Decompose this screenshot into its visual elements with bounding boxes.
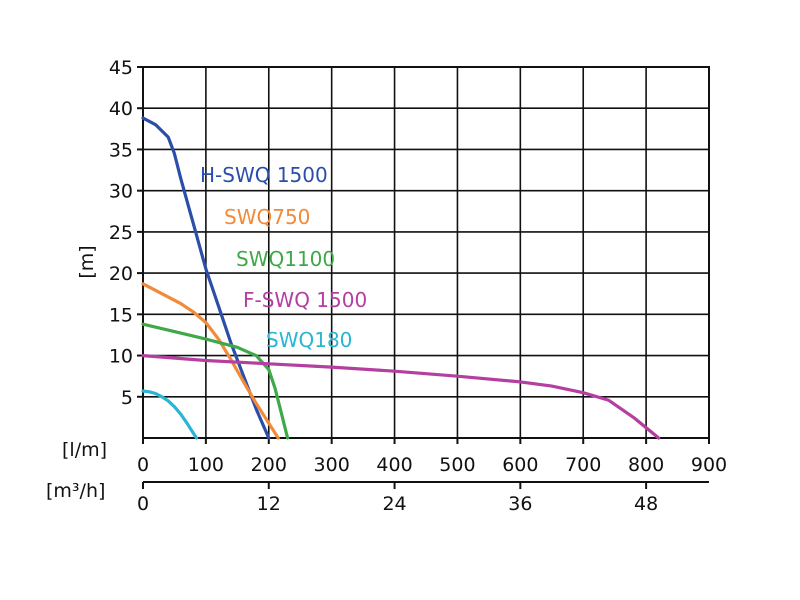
x1-tick-label-300: 300 (314, 454, 350, 476)
series-label-swq750: SWQ750 (224, 205, 310, 229)
x2-tick-label-24: 24 (382, 493, 406, 515)
x1-tick-label-600: 600 (502, 454, 538, 476)
series-label-h-swq-1500: H-SWQ 1500 (200, 163, 328, 187)
x-axis-secondary-unit: [m³/h] (46, 480, 105, 502)
y-axis-title: [m] (76, 245, 98, 278)
x1-tick-label-0: 0 (137, 454, 149, 476)
y-tick-label-15: 15 (109, 304, 133, 326)
x1-tick-label-800: 800 (628, 454, 664, 476)
x1-tick-label-500: 500 (439, 454, 475, 476)
x1-tick-label-900: 900 (691, 454, 727, 476)
series-label-swq1100: SWQ1100 (236, 247, 335, 271)
x-axis-primary-unit: [l/m] (62, 439, 107, 461)
grid-layer (143, 67, 709, 438)
plot-frame (142, 66, 710, 439)
y-tick-label-25: 25 (109, 222, 133, 244)
y-tick-label-30: 30 (109, 181, 133, 203)
x-axis-primary: [l/m] 0 100 200 300 400 500 600 700 800 900 (62, 438, 727, 476)
series-label-swq180: SWQ180 (266, 328, 352, 352)
y-tick-labels: 5 10 15 20 25 30 35 40 45 (109, 57, 143, 409)
x-axis-secondary: [m³/h] 0 12 24 36 48 (46, 480, 709, 515)
x2-tick-label-12: 12 (257, 493, 281, 515)
x2-tick-label-48: 48 (634, 493, 658, 515)
series-line-h-swq-1500 (141, 116, 271, 440)
x1-tick-label-400: 400 (376, 454, 412, 476)
y-tick-label-5: 5 (121, 387, 133, 409)
x2-tick-label-0: 0 (137, 493, 149, 515)
y-tick-label-10: 10 (109, 346, 133, 368)
y-tick-label-40: 40 (109, 98, 133, 120)
series-line-swq180 (141, 389, 199, 440)
series-line-swq1100 (141, 322, 290, 440)
x1-tick-label-200: 200 (251, 454, 287, 476)
x1-tick-label-100: 100 (188, 454, 224, 476)
series-line-swq750 (141, 282, 280, 440)
series-layer (141, 116, 661, 440)
y-tick-label-45: 45 (109, 57, 133, 79)
y-tick-label-20: 20 (109, 263, 133, 285)
x2-tick-label-36: 36 (508, 493, 532, 515)
series-line-f-swq-1500 (141, 354, 661, 440)
series-label-f-swq-1500: F-SWQ 1500 (243, 288, 367, 312)
y-tick-label-35: 35 (109, 139, 133, 161)
x1-tick-label-700: 700 (565, 454, 601, 476)
